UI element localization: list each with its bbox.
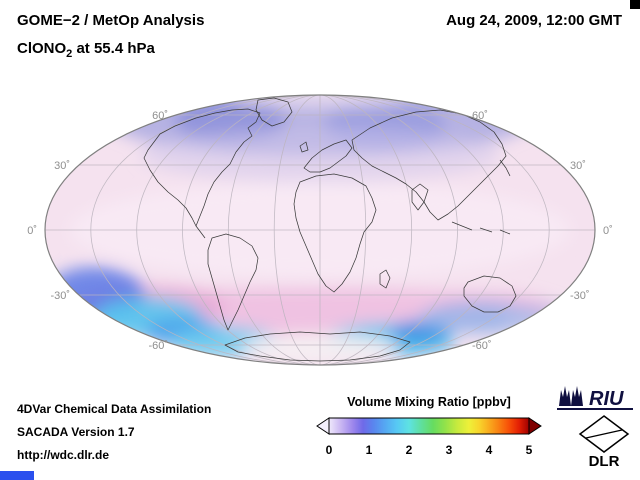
europe-outline — [303, 139, 353, 173]
corner-artifact-top-right — [630, 0, 640, 9]
asia-outline — [351, 109, 507, 221]
cathedral-icon — [559, 386, 571, 406]
north-america-outline — [143, 108, 261, 227]
analysis-datetime: Aug 24, 2009, 12:00 GMT — [446, 12, 622, 29]
riu-logo: RIU — [557, 386, 633, 410]
south-america-outline — [207, 233, 259, 331]
colorbar-tick-2: 2 — [406, 443, 413, 457]
riu-logo-text: RIU — [589, 388, 624, 410]
dlr-logo: DLR — [578, 415, 630, 470]
colorbar-gradient-bar — [328, 417, 530, 435]
dlr-emblem-slash — [585, 429, 623, 439]
dlr-logo-text: DLR — [589, 453, 620, 470]
greenland-outline — [255, 97, 293, 127]
india-outline — [411, 183, 429, 211]
antarctica-outline — [224, 331, 411, 362]
lat-label-right-m60: -60˚ — [472, 340, 492, 352]
lat-label-right-30: 30˚ — [570, 160, 586, 172]
species-subtitle: ClONO2 at 55.4 hPa — [17, 40, 155, 60]
colorbar-tick-3: 3 — [446, 443, 453, 457]
colorbar-tick-4: 4 — [486, 443, 493, 457]
lat-label-left-m60: -60˚ — [148, 340, 168, 352]
australia-outline — [463, 275, 517, 313]
southeast-asia-outline — [451, 221, 511, 235]
lat-label-right-60: 60˚ — [472, 110, 488, 122]
corner-artifact-bottom-left — [0, 471, 34, 480]
cathedral-icon-spire — [571, 386, 583, 406]
latitude-labels: 60˚ 30˚ 0˚ -30˚ -60˚ 60˚ 30˚ 0˚ -30˚ -60… — [27, 110, 613, 352]
colorbar-tick-1: 1 — [366, 443, 373, 457]
riu-logo-underline — [557, 408, 633, 410]
credit-line-version: SACADA Version 1.7 — [17, 425, 135, 439]
central-america-outline — [195, 225, 206, 239]
colorbar: Volume Mixing Ratio [ppbv] 0 1 2 3 4 5 — [316, 395, 542, 457]
colorbar-tick-5: 5 — [526, 443, 533, 457]
lat-label-left-60: 60˚ — [152, 110, 168, 122]
credit-line-assimilation: 4DVar Chemical Data Assimilation — [17, 402, 212, 416]
japan-outline — [499, 159, 511, 177]
british-isles-outline — [299, 141, 309, 153]
dlr-emblem-icon — [578, 415, 630, 453]
world-map: 60˚ 30˚ 0˚ -30˚ -60˚ 60˚ 30˚ 0˚ -30˚ -60… — [27, 94, 613, 366]
lat-label-left-30: 30˚ — [54, 160, 70, 172]
lat-label-left-0: 0˚ — [27, 225, 37, 237]
lat-label-right-m30: -30˚ — [570, 290, 590, 302]
plot-title: GOME−2 / MetOp Analysis — [17, 12, 205, 29]
madagascar-outline — [379, 269, 391, 289]
pressure-level: at 55.4 hPa — [72, 40, 155, 57]
species-name: ClONO — [17, 40, 67, 57]
species-subscript: 2 — [66, 48, 73, 60]
colorbar-right-arrow — [528, 417, 542, 435]
colorbar-left-arrow — [316, 417, 330, 435]
colorbar-title: Volume Mixing Ratio [ppbv] — [347, 395, 511, 409]
credit-line-url: http://wdc.dlr.de — [17, 448, 109, 462]
africa-outline — [293, 173, 377, 293]
colorbar-tick-labels: 0 1 2 3 4 5 — [326, 443, 533, 457]
lat-label-right-0: 0˚ — [603, 225, 613, 237]
new-zealand-outline — [535, 315, 547, 331]
lat-label-left-m30: -30˚ — [50, 290, 70, 302]
colorbar-tick-0: 0 — [326, 443, 333, 457]
map-boundary-ellipse — [44, 94, 596, 366]
